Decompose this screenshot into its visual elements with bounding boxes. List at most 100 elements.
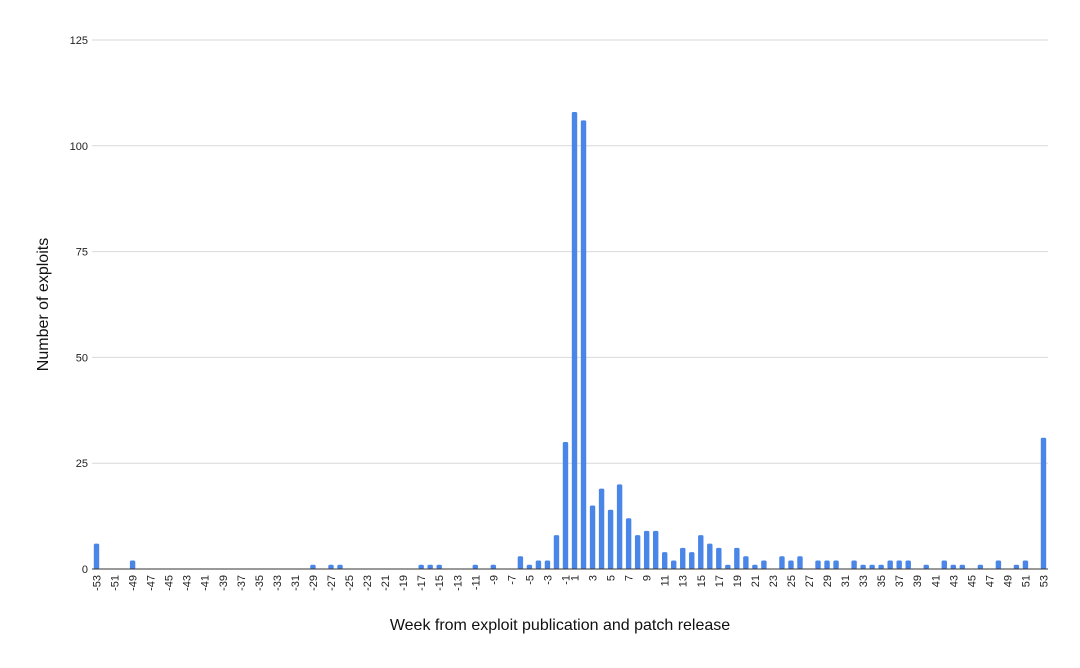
y-tick-label: 0: [82, 564, 88, 576]
x-tick-label: 21: [750, 575, 762, 587]
y-tick-label: 125: [70, 35, 88, 47]
x-tick-label: 35: [876, 575, 888, 587]
x-tick-label: -27: [326, 575, 338, 591]
x-tick-label: -23: [362, 575, 374, 591]
y-axis-title: Number of exploits: [35, 238, 52, 371]
x-tick-label: 3: [588, 575, 600, 581]
bar-week-16: [707, 543, 713, 569]
bar-week--53: [93, 543, 100, 569]
bar-week--9: [490, 564, 497, 569]
x-tick-label: 49: [1002, 575, 1014, 587]
x-tick-label: 23: [768, 575, 780, 587]
x-tick-label: 9: [642, 575, 654, 581]
x-tick-label: -29: [308, 575, 320, 591]
y-tick-label: 75: [76, 247, 88, 259]
x-tick-label: 11: [660, 575, 672, 586]
bar-week-40: [923, 564, 929, 569]
bar-week-17: [716, 547, 722, 569]
bar-week-38: [905, 560, 911, 569]
bar-week-5: [607, 509, 614, 569]
bar-week-29: [824, 560, 830, 569]
bar-week--3: [544, 560, 551, 569]
bar-week-46: [977, 564, 984, 569]
x-tick-label: -37: [236, 575, 248, 591]
x-tick-label: 47: [984, 575, 996, 587]
x-tick-label: 51: [1020, 575, 1032, 587]
x-tick-label: 43: [948, 575, 960, 587]
bar-week-35: [878, 564, 884, 569]
bar-week--27: [328, 564, 334, 569]
x-tick-label: 29: [822, 575, 834, 587]
bar-week-34: [869, 564, 875, 569]
bar-week-42: [941, 560, 947, 569]
x-tick-label: -11: [470, 575, 482, 590]
x-tick-label: 7: [624, 575, 636, 581]
x-tick-label: 53: [1038, 575, 1050, 587]
bar-week-44: [959, 564, 966, 569]
bar-week-18: [725, 564, 731, 569]
bar-week--5: [526, 564, 533, 569]
bar-week-36: [887, 560, 893, 569]
x-tick-label: -19: [398, 575, 410, 591]
bar-week-7: [625, 518, 632, 569]
x-tick-label: -15: [434, 575, 446, 591]
bar-week--16: [427, 564, 433, 569]
bar-week-53: [1040, 437, 1047, 569]
x-tick-label: -47: [146, 575, 158, 591]
bar-week-11: [661, 552, 668, 569]
bar-week-51: [1022, 560, 1029, 569]
x-tick-label: 19: [732, 575, 744, 587]
bar-week--1: [562, 442, 569, 569]
bar-week--26: [337, 564, 343, 569]
x-tick-labels: -53 -51 -49 -47 -45 -43 -41 -39 -37 -35 -33 -31 -29-…: [92, 575, 1051, 591]
bar-week-32: [851, 560, 857, 569]
bar-week-43: [950, 564, 957, 569]
bar-week-2: [580, 120, 587, 570]
gridlines: [92, 39, 1048, 464]
bar-week-15: [698, 535, 704, 569]
x-tick-label: 41: [930, 575, 942, 587]
x-tick-label: 27: [804, 575, 816, 587]
x-tick-label: 5: [606, 575, 618, 581]
x-tick-label: -51: [110, 575, 122, 591]
x-tick-label: -21: [380, 575, 392, 591]
bar-week-20: [743, 556, 749, 569]
x-tick-label: 17: [714, 575, 726, 587]
x-tick-label: 33: [858, 575, 870, 587]
x-tick-label: 31: [840, 575, 852, 587]
bar-week-50: [1013, 564, 1020, 569]
bar-week-22: [761, 560, 767, 569]
bar-week-6: [616, 484, 623, 569]
bar-week-13: [680, 547, 686, 569]
bar-week-37: [896, 560, 902, 569]
x-tick-label: -25: [344, 575, 356, 591]
x-tick-label: -3: [542, 575, 554, 585]
bar-week-30: [833, 560, 839, 569]
x-tick-label: -1: [560, 575, 572, 585]
x-tick-label: 45: [966, 575, 978, 587]
bar-week--17: [418, 564, 424, 569]
bar-week-48: [995, 560, 1002, 569]
bar-week-12: [671, 560, 677, 569]
bar-week--11: [472, 564, 479, 569]
bar-week-21: [752, 564, 758, 569]
x-tick-label: -13: [452, 575, 464, 591]
x-tick-label: -17: [416, 575, 428, 591]
bar-week--4: [535, 560, 542, 569]
bar-week--6: [517, 556, 524, 569]
x-tick-label: -41: [200, 575, 212, 591]
x-tick-label: 15: [696, 575, 708, 587]
bar-week-33: [860, 564, 866, 569]
x-tick-label: 37: [894, 575, 906, 587]
bar-week--29: [310, 564, 316, 569]
x-axis-title: Week from exploit publication and patch …: [390, 617, 730, 634]
bars: [93, 111, 1047, 570]
bar-week-1: [571, 111, 578, 569]
y-tick-label: 25: [76, 458, 88, 470]
x-tick-label: -35: [254, 575, 266, 591]
bar-week-28: [815, 560, 821, 569]
bar-week-19: [734, 547, 740, 569]
x-tick-label: -43: [182, 575, 194, 591]
bar-week--2: [553, 535, 560, 569]
